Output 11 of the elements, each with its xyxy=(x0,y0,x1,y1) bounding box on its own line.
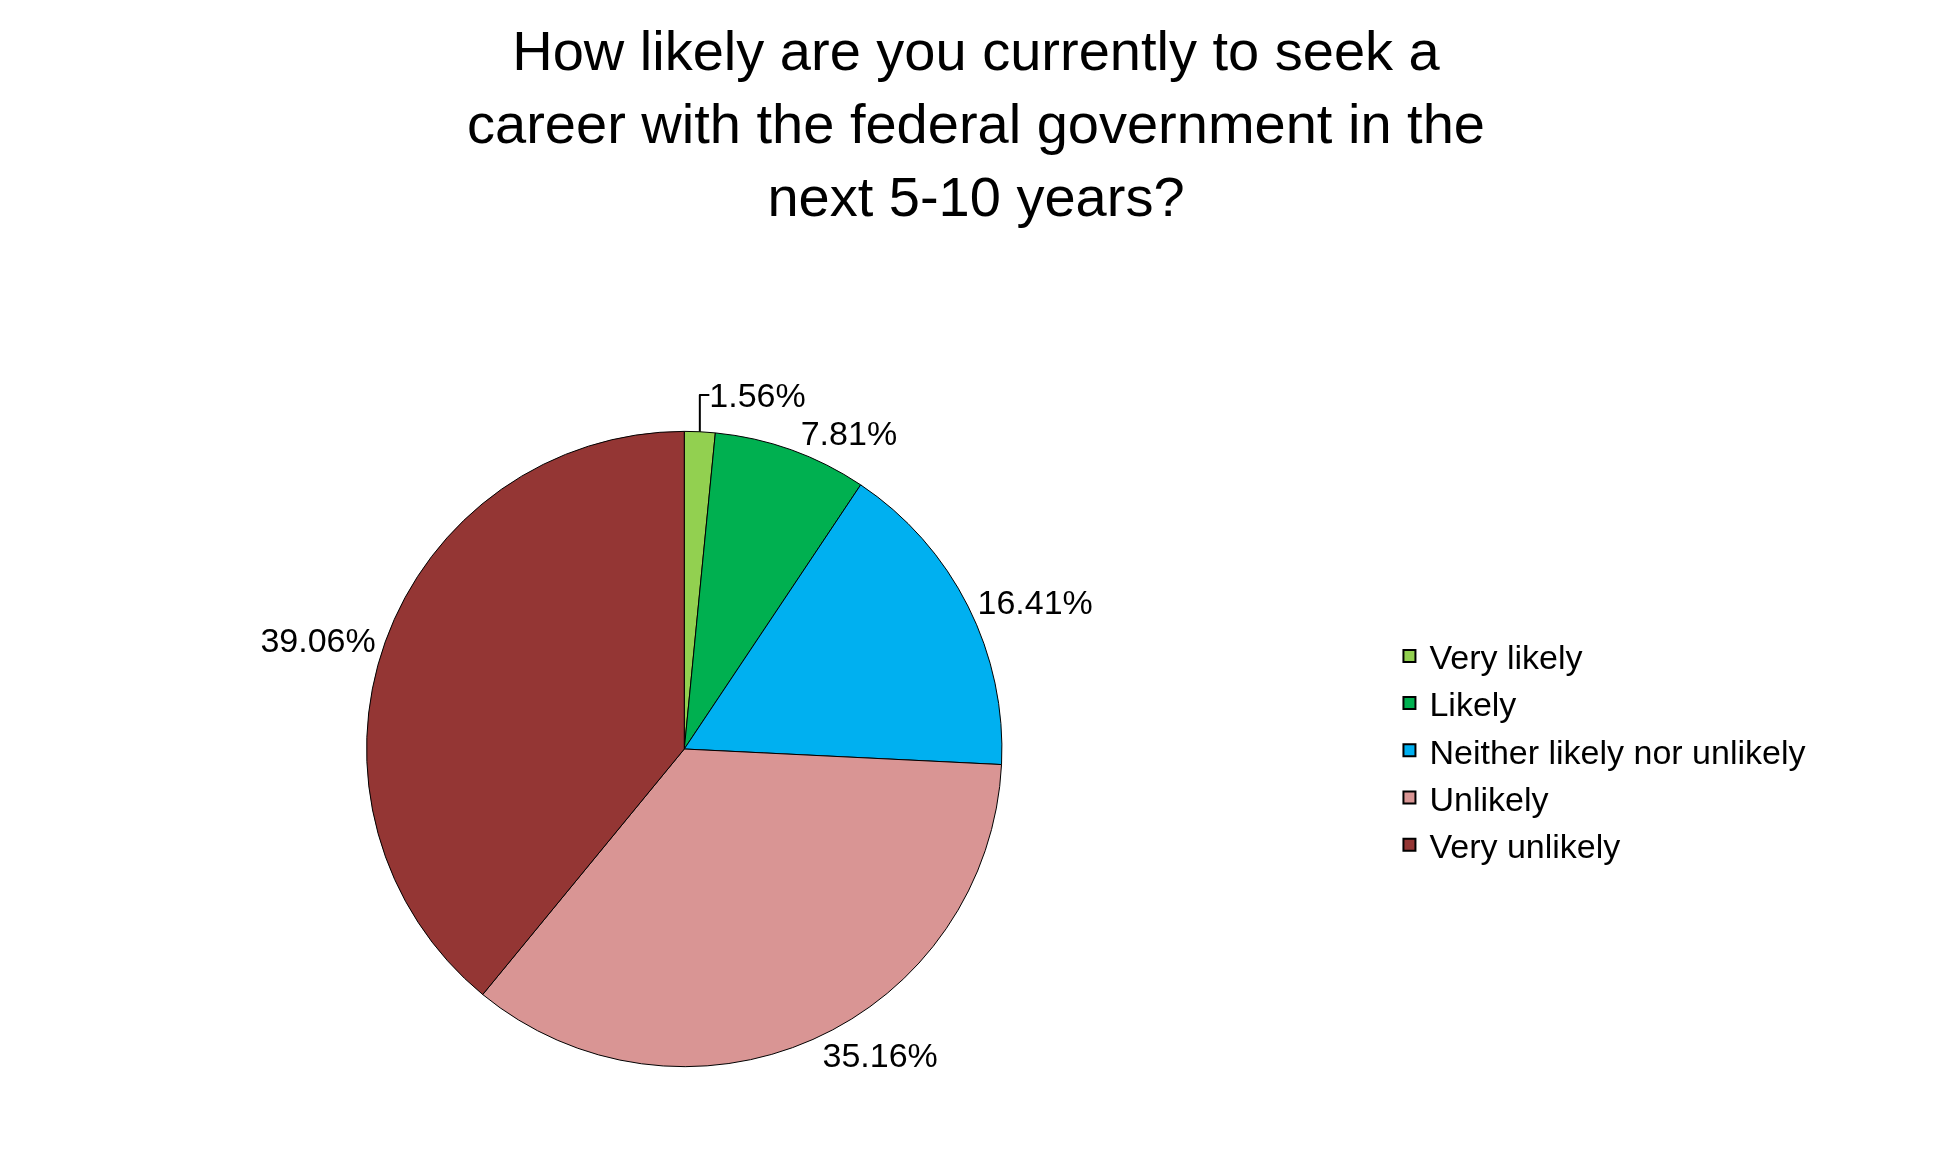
legend-label: Neither likely nor unlikely xyxy=(1429,732,1806,771)
data-label: 16.41% xyxy=(977,583,1093,622)
legend-label: Unlikely xyxy=(1429,779,1549,818)
legend-label: Likely xyxy=(1429,685,1517,724)
chart-title: How likely are you currently to seek a career with the federal government in the next 5-10 years? xyxy=(467,19,1485,228)
data-label: 35.16% xyxy=(822,1036,938,1075)
data-label: 7.81% xyxy=(800,414,898,453)
legend-label: Very likely xyxy=(1429,638,1583,677)
legend-label: Very unlikely xyxy=(1429,826,1621,865)
data-label: 39.06% xyxy=(260,620,376,659)
data-label: 1.56% xyxy=(709,376,806,415)
